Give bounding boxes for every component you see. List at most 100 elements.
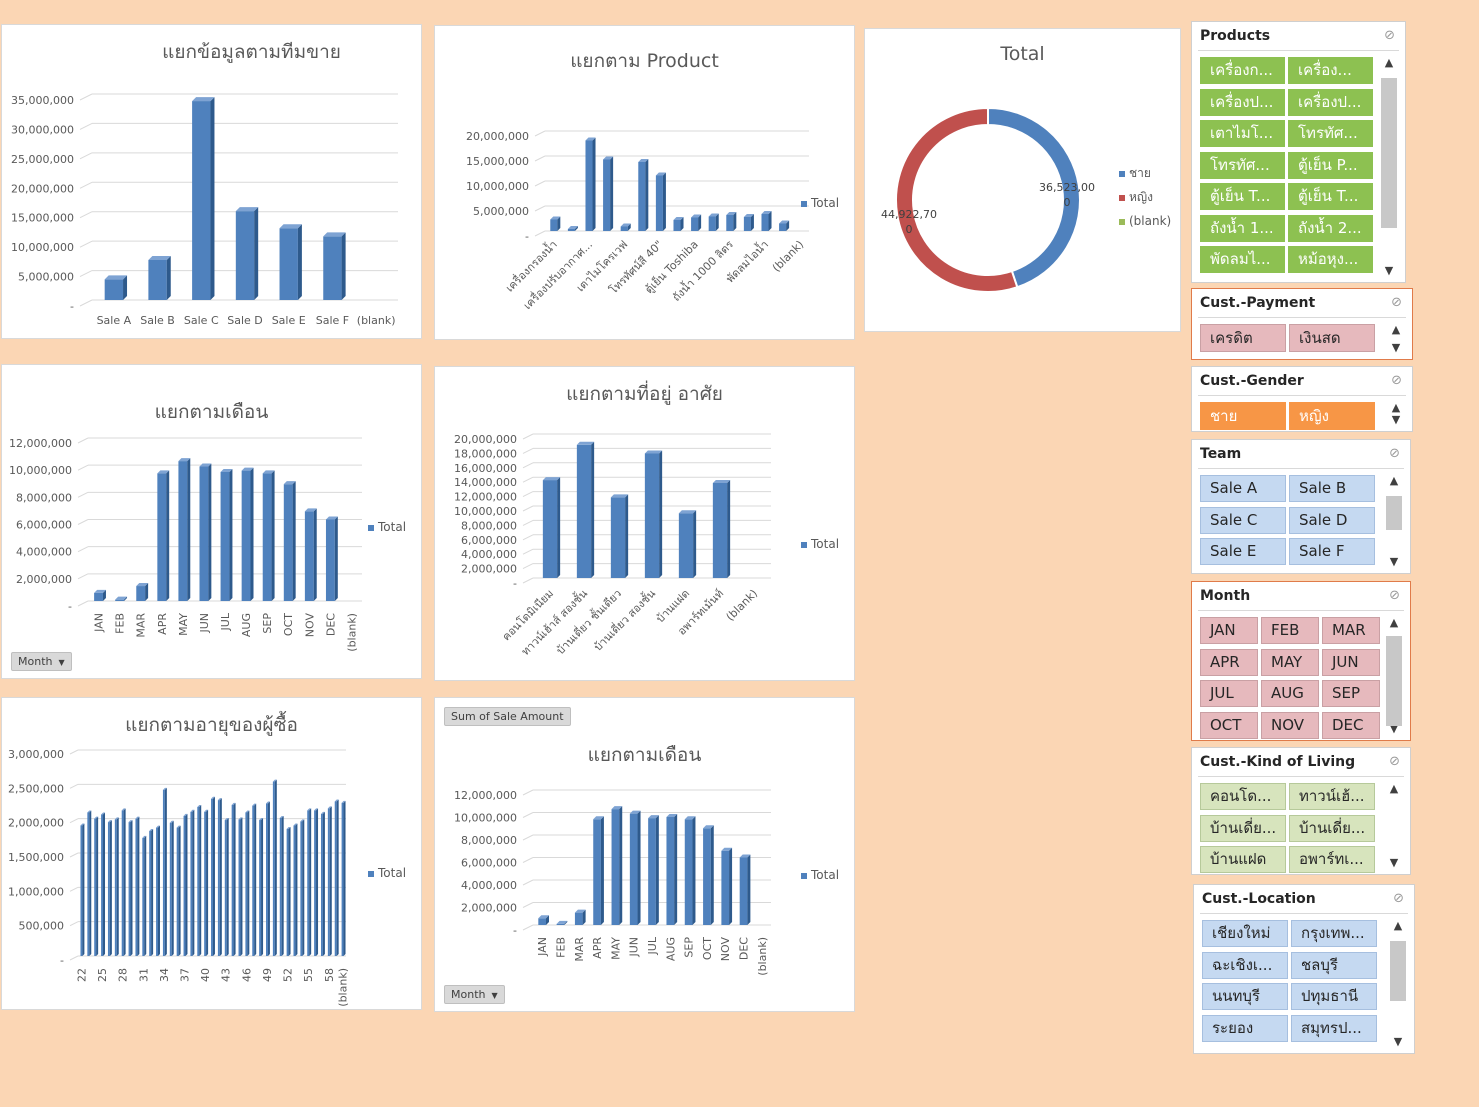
slicer-item[interactable]: เครื่องก... [1200,57,1285,84]
scroll-thumb[interactable] [1381,78,1397,228]
clear-filter-icon[interactable]: ⊘ [1393,891,1404,906]
slicer-item[interactable]: เครื่อง... [1288,57,1373,84]
scroll-up-icon[interactable]: ▲ [1389,782,1399,795]
slicer-scrollbar[interactable]: ▲ ▼ [1384,474,1404,569]
scroll-up-icon[interactable]: ▲ [1391,401,1401,414]
slicer-item[interactable]: เตาไมโ... [1200,120,1285,147]
scroll-thumb[interactable] [1390,941,1406,1001]
slicer-item[interactable]: Sale F [1289,538,1375,565]
scroll-down-icon[interactable]: ▼ [1389,722,1399,735]
scroll-down-icon[interactable]: ▼ [1389,856,1399,869]
clear-filter-icon[interactable]: ⊘ [1389,754,1400,769]
slicer-item[interactable]: ชาย [1200,402,1286,430]
slicer-item[interactable]: Sale B [1289,475,1375,502]
scroll-up-icon[interactable]: ▲ [1389,616,1399,629]
slicer-item[interactable]: คอนโด... [1200,783,1286,810]
bar [94,818,97,956]
scroll-down-icon[interactable]: ▼ [1391,413,1401,426]
clear-filter-icon[interactable]: ⊘ [1391,295,1402,310]
clear-filter-icon[interactable]: ⊘ [1391,373,1402,388]
chart-panel-gender[interactable]: Total 36,523,00 0 44,922,70 0 ชาย หญิง (blank) [864,28,1181,332]
slicer-item[interactable]: ตู้เย็น T... [1200,183,1285,210]
slicer-item[interactable]: ฉะเชิงเ... [1202,951,1288,979]
chart-panel-living[interactable]: แยกตามที่อยู่ อาศัย -2,000,000 4,000,000 6… [434,366,855,681]
slicer-scrollbar[interactable]: ▲ ▼ [1384,616,1404,736]
chart-panel-month[interactable]: แยกตามเดือน - 2,000,000 4,000,000 6,000,000… [1,364,422,679]
slicer-scrollbar[interactable]: ▲ ▼ [1388,919,1408,1049]
slicer-item[interactable]: สมุทรป... [1291,1014,1377,1042]
scroll-up-icon[interactable]: ▲ [1393,919,1403,932]
slicer-item[interactable]: ตู้เย็น T... [1288,183,1373,210]
slicer-scrollbar[interactable]: ▲ ▼ [1379,56,1399,278]
clear-filter-icon[interactable]: ⊘ [1389,588,1400,603]
slicer-item[interactable]: โทรทัศ... [1288,120,1373,147]
slicer-item[interactable]: เชียงใหม่ [1202,920,1288,947]
slicer-item[interactable]: DEC [1322,711,1380,739]
slicer-item[interactable]: OCT [1200,711,1258,739]
slicer-item[interactable]: โทรทัศ... [1200,151,1285,179]
scroll-thumb[interactable] [1386,636,1402,726]
slicer-scrollbar[interactable]: ▲ ▼ [1386,323,1406,355]
slicer-item[interactable]: ชลบุรี [1291,951,1377,979]
x-tick-label: FEB [114,613,127,634]
slicer-item[interactable]: JUL [1200,680,1258,707]
month-field-button[interactable]: Month ▼ [11,652,72,671]
slicer-item[interactable]: MAR [1322,617,1380,644]
scroll-thumb[interactable] [1386,496,1402,530]
bar [286,828,289,956]
slicer-item[interactable]: บ้านแฝด [1200,846,1286,873]
slicer-item[interactable]: ถังน้ำ 2... [1288,214,1373,242]
slicer-item[interactable]: APR [1200,648,1258,676]
slicer-scrollbar[interactable]: ▲ ▼ [1384,782,1404,870]
slicer-item[interactable]: AUG [1261,680,1319,707]
slicer-item[interactable]: MAY [1261,648,1319,676]
slicer-item[interactable]: NOV [1261,711,1319,739]
scroll-down-icon[interactable]: ▼ [1384,264,1394,277]
slicer-item[interactable]: บ้านเดี่ย... [1200,814,1286,842]
bar-side [109,820,112,956]
bar [611,809,620,925]
slicer-item[interactable]: หญิง [1289,402,1375,430]
slicer-scrollbar[interactable]: ▲ ▼ [1386,401,1406,427]
clear-filter-icon[interactable]: ⊘ [1384,28,1395,43]
month-field-button[interactable]: Month ▼ [444,985,505,1004]
slicer-item[interactable]: FEB [1261,617,1319,644]
chart-panel-month-2[interactable]: Sum of Sale Amount แยกตามเดือน - 2,000,00… [434,697,855,1012]
slicer-item[interactable]: ถังน้ำ 1... [1200,214,1285,242]
slicer-item[interactable]: Sale E [1200,538,1286,565]
slicer-item[interactable]: กรุงเทพ... [1291,920,1377,947]
slicer-item[interactable]: พัดลมไ... [1200,246,1285,273]
scroll-down-icon[interactable]: ▼ [1391,341,1401,354]
slicer-item[interactable]: JUN [1322,648,1380,676]
slicer-item[interactable]: Sale D [1289,506,1375,534]
chart-panel-product[interactable]: แยกตาม Product - 5,000,000 10,000,000 15,00… [434,25,855,340]
slicer-item[interactable]: เครื่องป... [1200,88,1285,116]
scroll-down-icon[interactable]: ▼ [1389,555,1399,568]
bar [341,802,344,956]
scroll-down-icon[interactable]: ▼ [1393,1035,1403,1048]
slicer-item[interactable]: หม้อหุง... [1288,246,1373,273]
scroll-up-icon[interactable]: ▲ [1389,474,1399,487]
bar [327,808,330,956]
slicer-item[interactable]: บ้านเดี่ย... [1289,814,1375,842]
slicer-item[interactable]: ทาวน์เฮ้... [1289,783,1375,810]
slicer-item[interactable]: Sale C [1200,506,1286,534]
slicer-item[interactable]: Sale A [1200,475,1286,502]
chart-panel-team[interactable]: แยกข้อมูลตามทีมขาย - 5,000,000 10,000,000 1… [1,24,422,339]
scroll-up-icon[interactable]: ▲ [1391,323,1401,336]
slicer-item[interactable]: SEP [1322,680,1380,707]
clear-filter-icon[interactable]: ⊘ [1389,446,1400,461]
slicer-item[interactable]: เครดิต [1200,324,1286,352]
scroll-up-icon[interactable]: ▲ [1384,56,1394,69]
slicer-item[interactable]: เครื่องป... [1288,88,1373,116]
slicer-item[interactable]: นนทบุรี [1202,983,1288,1010]
chart-panel-age[interactable]: แยกตามอายุของผู้ซื้อ - 500,000 1,000,000 1,… [1,697,422,1010]
slicer-item[interactable]: เงินสด [1289,324,1375,352]
slicer-item[interactable]: JAN [1200,617,1258,644]
slicer-item[interactable]: ตู้เย็น P... [1288,151,1373,179]
slicer-item[interactable]: ระยอง [1202,1014,1288,1042]
slicer-item[interactable]: อพาร์ทเ... [1289,846,1375,873]
sum-sale-amount-button[interactable]: Sum of Sale Amount [444,707,571,726]
slicer-item[interactable]: ปทุมธานี [1291,983,1377,1010]
grid-depth [522,563,534,570]
